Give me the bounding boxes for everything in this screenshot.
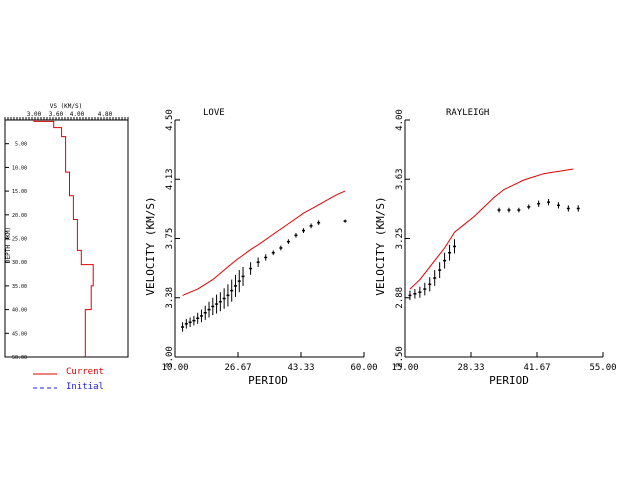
x-tick-label: 43.33	[287, 363, 314, 373]
y-tick-label: 2.88	[395, 287, 405, 309]
depth-tick-label: 30.00	[12, 260, 27, 266]
depth-tick-label: 50.00	[12, 355, 27, 361]
love-title: LOVE	[203, 108, 225, 118]
vs-tick-label: 4.00	[70, 111, 85, 118]
love-panel: LOVE VELOCITY (KM/S) PERIOD 3.00 3.38 3.75…	[144, 108, 378, 387]
y-tick-label: 4.13	[165, 168, 175, 190]
depth-tick-label: 20.00	[12, 213, 27, 219]
x-tick-label: 10.00	[161, 363, 188, 373]
rayleigh-panel: RAYLEIGH VELOCITY (KM/S) PERIOD 2.50 2.88…	[374, 108, 617, 387]
legend-initial-label: Initial	[66, 382, 104, 392]
love-x-label: PERIOD	[248, 374, 288, 387]
depth-tick-label: 10.00	[12, 165, 27, 171]
vs-depth-panel: VS (KM/S) 3.00 3.60 4.00 4.80 DEPTH (KM)…	[4, 103, 129, 361]
x-tick-label: 15.00	[391, 363, 418, 373]
legend: Current Initial	[33, 367, 104, 392]
depth-tick-label: 15.00	[12, 189, 27, 195]
y-tick-label: 4.00	[395, 109, 405, 131]
rayleigh-observed-points	[408, 199, 580, 301]
depth-tick-label: 35.00	[12, 284, 27, 290]
x-tick-label: 28.33	[457, 363, 484, 373]
y-tick-label: 2.50	[395, 346, 405, 368]
love-observed-points	[181, 219, 347, 332]
depth-tick-label: 5.00	[15, 142, 27, 148]
x-tick-label: 26.67	[224, 363, 251, 373]
x-tick-label: 41.67	[523, 363, 550, 373]
rayleigh-x-label: PERIOD	[489, 374, 529, 387]
vs-tick-marks	[4, 117, 129, 120]
depth-tick-labels: 5.00 10.00 15.00 20.00 25.00 30.00 35.00 40.00 4…	[5, 142, 27, 361]
y-tick-label: 3.25	[395, 228, 405, 250]
y-tick-label: 3.00	[165, 346, 175, 368]
y-tick-label: 4.50	[165, 109, 175, 131]
love-model-curve	[182, 190, 346, 296]
vs-tick-label: 4.80	[98, 111, 113, 118]
depth-axis-label: DEPTH (KM)	[5, 227, 12, 263]
y-tick-label: 3.75	[165, 228, 175, 250]
love-ticks: 3.00 3.38 3.75 4.13 4.50 10.00 26.67 43.33 60.00	[161, 109, 377, 373]
rayleigh-title: RAYLEIGH	[446, 108, 489, 118]
x-tick-label: 60.00	[350, 363, 377, 373]
rayleigh-ticks: 2.50 2.88 3.25 3.63 4.00 15.00 28.33 41.67 55.00	[391, 109, 616, 373]
current-model-line	[33, 120, 94, 357]
depth-tick-label: 25.00	[12, 237, 27, 243]
vs-tick-label: 3.00	[27, 111, 42, 118]
y-tick-label: 3.63	[395, 168, 405, 190]
love-y-label: VELOCITY (KM/S)	[144, 196, 157, 295]
depth-tick-label: 40.00	[12, 308, 27, 314]
depth-tick-label: 45.00	[12, 331, 27, 337]
vs-axis-label: VS (KM/S)	[50, 103, 83, 110]
legend-current-label: Current	[66, 367, 104, 377]
rayleigh-y-label: VELOCITY (KM/S)	[374, 196, 387, 295]
y-tick-label: 3.38	[165, 287, 175, 309]
vs-tick-label: 3.60	[49, 111, 64, 118]
rayleigh-model-curve	[409, 168, 574, 290]
x-tick-label: 55.00	[589, 363, 616, 373]
